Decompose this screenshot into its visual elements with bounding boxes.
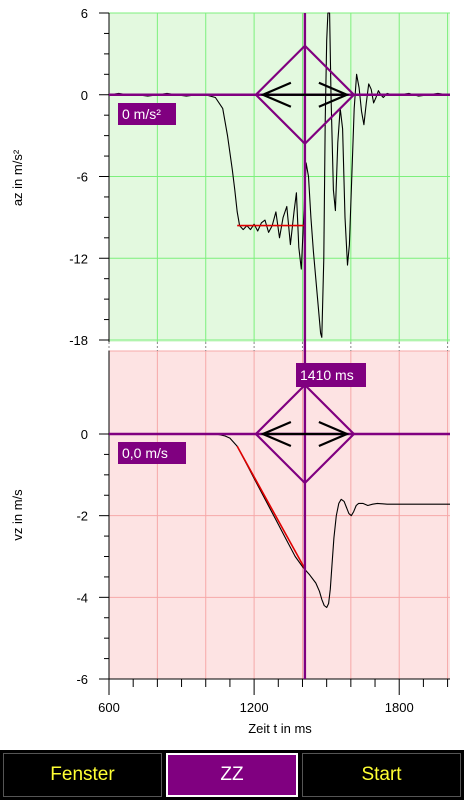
accel-curve bbox=[108, 12, 448, 338]
tick-labels: 6 0 -6 -12 -18 0 -2 -4 -6 600 1200 1800 bbox=[69, 6, 413, 715]
velocity-readout-box bbox=[118, 442, 186, 464]
y-tick-label: -6 bbox=[76, 170, 88, 185]
time-readout: 1410 ms bbox=[300, 367, 354, 383]
accel-grid bbox=[109, 12, 450, 342]
velocity-curve bbox=[109, 433, 450, 609]
accel-cursor-handle-arrow-left bbox=[260, 81, 292, 108]
axes bbox=[99, 12, 450, 695]
velocity-cursor-handle-arrow-left bbox=[260, 420, 292, 448]
x-tick-label: 1800 bbox=[385, 700, 414, 715]
start-button[interactable]: Start bbox=[302, 753, 461, 797]
y-axis-label-velocity: vz in m/s bbox=[10, 489, 25, 541]
curves[interactable] bbox=[108, 12, 450, 609]
time-readout-box bbox=[296, 363, 366, 387]
velocity-cursor-handle-diamond bbox=[254, 383, 356, 485]
accel-readout-box bbox=[118, 103, 176, 125]
time-cursor[interactable] bbox=[109, 13, 450, 679]
y-tick-label: 6 bbox=[81, 6, 88, 21]
velocity-grid bbox=[109, 350, 450, 680]
y-tick-label: -4 bbox=[76, 590, 88, 605]
x-tick-label: 1200 bbox=[240, 700, 269, 715]
x-axis-label: Zeit t in ms bbox=[248, 721, 312, 736]
y-tick-label: -2 bbox=[76, 509, 88, 524]
y-tick-label: -18 bbox=[69, 333, 88, 348]
zz-button[interactable]: ZZ bbox=[166, 753, 298, 797]
velocity-fit-line bbox=[236, 445, 306, 570]
accel-readout: 0 m/s² bbox=[122, 106, 161, 122]
x-tick-label: 600 bbox=[98, 700, 120, 715]
fenster-button[interactable]: Fenster bbox=[3, 753, 162, 797]
velocity-panel-background bbox=[109, 351, 450, 679]
y-tick-label: 0 bbox=[81, 88, 88, 103]
y-axis-label-acceleration: az in m/s² bbox=[10, 149, 25, 206]
accel-panel-background bbox=[109, 13, 450, 342]
bottom-toolbar: Fenster ZZ Start bbox=[0, 750, 464, 800]
accel-cursor-handle-arrow-right bbox=[318, 81, 350, 108]
y-tick-label: -12 bbox=[69, 251, 88, 266]
velocity-cursor-handle-arrow-right bbox=[318, 420, 350, 448]
y-tick-label: -6 bbox=[76, 672, 88, 687]
accel-cursor-handle-diamond bbox=[254, 44, 356, 146]
velocity-readout: 0,0 m/s bbox=[122, 445, 168, 461]
y-tick-label: 0 bbox=[81, 427, 88, 442]
